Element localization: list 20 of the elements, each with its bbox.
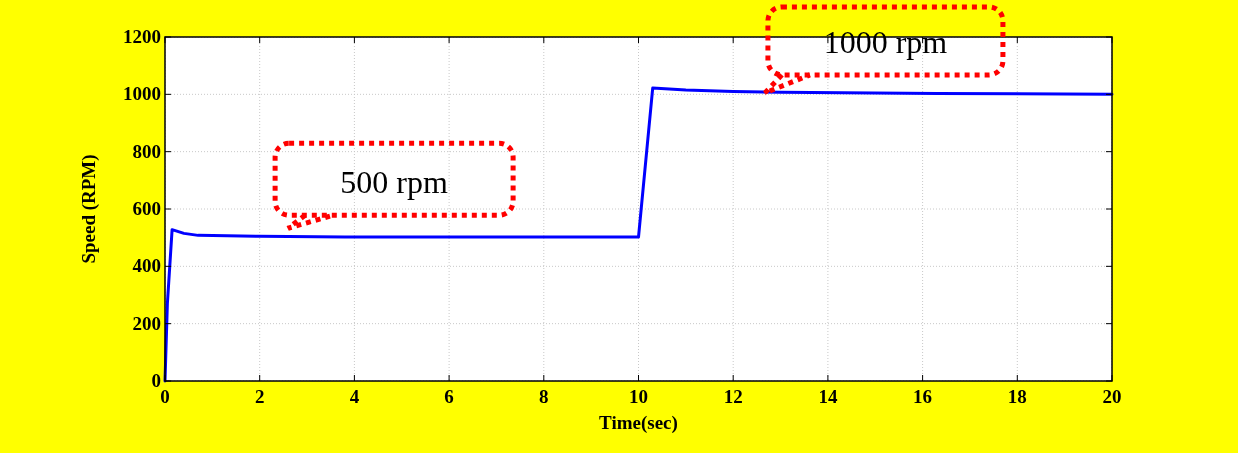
y-tick-label: 0 [151, 370, 161, 391]
x-tick-label: 16 [913, 386, 933, 407]
y-tick-label: 200 [132, 312, 161, 334]
y-tick-label: 600 [132, 198, 161, 219]
y-tick-label: 400 [132, 255, 161, 277]
x-tick-label: 4 [349, 386, 360, 407]
x-tick-label: 2 [254, 386, 265, 407]
x-tick-label: 14 [818, 386, 838, 407]
x-tick-label: 18 [1007, 386, 1027, 407]
x-tick-label: 12 [723, 386, 743, 407]
y-tick-label: 800 [132, 140, 161, 162]
x-tick-label: 6 [444, 386, 454, 407]
x-tick-label: 10 [629, 386, 648, 407]
x-tick-label: 8 [539, 386, 549, 407]
x-axis-title: Time(sec) [599, 412, 678, 434]
y-tick-label: 1200 [123, 26, 161, 47]
annotation: 500 rpm [340, 164, 448, 201]
x-tick-label: 20 [1102, 386, 1122, 407]
y-axis-title: Speed (RPM) [78, 154, 100, 264]
y-tick-label: 1000 [123, 83, 161, 105]
